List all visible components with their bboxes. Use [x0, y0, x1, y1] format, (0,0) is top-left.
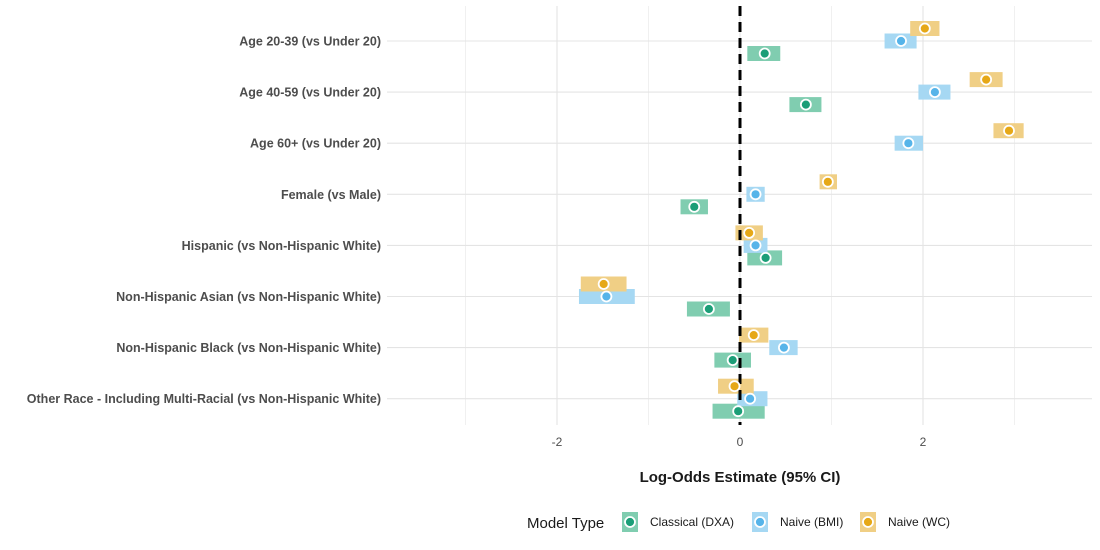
estimate-point [744, 392, 756, 405]
estimate-point [758, 47, 771, 60]
x-axis-title: Log-Odds Estimate (95% CI) [640, 469, 841, 486]
category-labels: Age 20-39 (vs Under 20) Age 40-59 (vs Und… [27, 35, 381, 407]
estimate-point [749, 188, 762, 201]
ci-bands [578, 21, 1024, 419]
category-label: Hispanic (vs Non-Hispanic White) [182, 239, 381, 253]
estimate-point [597, 278, 610, 290]
estimate-point [902, 137, 915, 150]
legend-marker [862, 516, 874, 528]
estimate-point [743, 226, 756, 239]
x-tick-label: 0 [737, 435, 744, 449]
legend-key: Naive (WC) [860, 512, 950, 532]
estimate-points [597, 22, 1015, 418]
estimate-point [728, 380, 741, 393]
estimate-point [732, 405, 745, 418]
estimate-point [980, 73, 993, 86]
legend-label: Naive (WC) [888, 515, 950, 529]
legend-label: Classical (DXA) [650, 515, 734, 529]
legend-marker [624, 516, 636, 528]
category-label: Other Race - Including Multi-Racial (vs … [27, 392, 381, 406]
estimate-point [778, 341, 790, 354]
estimate-point [918, 22, 931, 35]
legend-label: Naive (BMI) [780, 515, 843, 529]
category-label: Age 20-39 (vs Under 20) [239, 35, 381, 49]
category-label: Non-Hispanic Asian (vs Non-Hispanic Whit… [116, 290, 381, 304]
estimate-point [1003, 124, 1015, 137]
legend-key: Naive (BMI) [752, 512, 843, 532]
estimate-point [747, 329, 760, 342]
legend-key: Classical (DXA) [622, 512, 734, 532]
estimate-point [799, 98, 812, 111]
x-tick-label: 2 [920, 435, 927, 449]
estimate-point [749, 239, 762, 252]
estimate-point [759, 251, 772, 264]
legend-marker [754, 516, 766, 528]
category-label: Age 60+ (vs Under 20) [250, 137, 381, 151]
legend-title: Model Type [527, 515, 604, 532]
estimate-point [895, 35, 907, 47]
estimate-point [688, 200, 701, 213]
category-label: Female (vs Male) [281, 188, 381, 202]
estimate-point [600, 290, 613, 303]
estimate-point [702, 303, 715, 315]
category-label: Age 40-59 (vs Under 20) [239, 86, 381, 100]
category-label: Non-Hispanic Black (vs Non-Hispanic Whit… [116, 341, 381, 355]
estimate-point [928, 86, 941, 98]
legend: Model Type Classical (DXA) Naive (BMI) Nai… [527, 512, 950, 532]
estimate-point [821, 175, 834, 188]
x-tick-labels: -2 0 2 [552, 435, 927, 449]
x-tick-label: -2 [552, 435, 563, 449]
estimate-point [726, 354, 739, 367]
